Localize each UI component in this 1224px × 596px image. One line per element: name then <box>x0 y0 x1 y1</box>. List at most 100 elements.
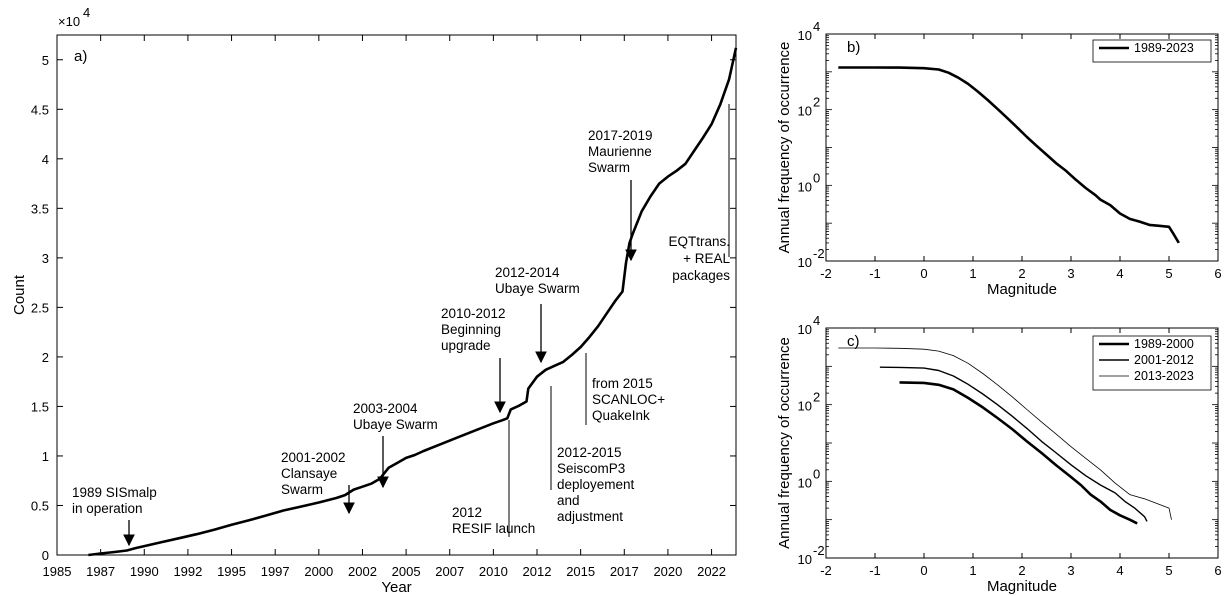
x-tick-label: 2002 <box>348 564 377 579</box>
y-axis-label: Annual frequency of occurrence <box>776 337 793 549</box>
y-tick-label: 3 <box>42 251 49 266</box>
annotation-text: SCANLOC+ <box>592 392 665 407</box>
y-tick-label-exponent: -2 <box>813 246 825 261</box>
legend-label: 1989-2000 <box>1134 337 1194 351</box>
panel-label: b) <box>847 39 860 56</box>
legend-label: 2001-2012 <box>1134 353 1194 367</box>
y-tick-label-base: 10 <box>798 28 812 43</box>
series-line-count <box>88 47 738 557</box>
exponent-power: 4 <box>83 5 90 20</box>
y-tick-label-exponent: 4 <box>813 313 820 328</box>
annotation-text: EQTtrans. <box>668 234 730 249</box>
x-tick-label: 3 <box>1067 563 1074 578</box>
x-tick-label: 1995 <box>217 564 246 579</box>
annotation: 2012-2015SeiscomP3deployementandadjustme… <box>550 386 635 524</box>
legend-label: 2013-2023 <box>1134 369 1194 383</box>
annotation-text: QuakeInk <box>592 408 650 423</box>
x-tick-label: 1 <box>969 563 976 578</box>
series-line <box>879 366 1148 522</box>
y-axis-label: Annual frequency of occurrence <box>776 42 793 254</box>
plot-frame <box>56 34 737 556</box>
legend-box <box>1092 39 1212 63</box>
x-tick-label: 4 <box>1116 563 1123 578</box>
x-tick-label: 1 <box>969 266 976 281</box>
annotation-text: deployement <box>557 477 635 492</box>
x-tick-label: 0 <box>920 266 927 281</box>
series-line <box>899 381 1138 525</box>
x-tick-label: 2015 <box>566 564 595 579</box>
exponent-label: ×10 <box>58 14 80 29</box>
annotation-text: Swarm <box>281 482 323 497</box>
series-line <box>838 347 1172 520</box>
y-tick-label-base: 10 <box>798 179 812 194</box>
y-tick-label-base: 10 <box>798 552 812 567</box>
x-tick-label: 2000 <box>304 564 333 579</box>
legend: 1989-2000 2001-2012 2013-2023 <box>1092 335 1212 391</box>
annotation-text: 2012-2015 <box>557 445 622 460</box>
y-tick-label: 0.5 <box>31 498 49 513</box>
annotation-text: 2017-2019 <box>588 128 653 143</box>
annotation-text: from 2015 <box>592 376 653 391</box>
x-tick-label: -2 <box>820 563 832 578</box>
x-tick-label: 1992 <box>173 564 202 579</box>
x-tick-label: 1987 <box>86 564 115 579</box>
x-tick-label: 5 <box>1165 266 1172 281</box>
y-tick-label-base: 10 <box>798 475 812 490</box>
annotation-text: Beginning <box>441 322 501 337</box>
x-tick-label: 2 <box>1018 266 1025 281</box>
x-tick-label: 2007 <box>435 564 464 579</box>
annotation: EQTtrans. + REAL packages <box>668 104 730 283</box>
x-tick-label: 1985 <box>43 564 72 579</box>
y-tick-label-base: 10 <box>798 322 812 337</box>
annotation-text: 2012-2014 <box>495 265 560 280</box>
annotation-text: Swarm <box>588 160 630 175</box>
x-tick-label: 2010 <box>479 564 508 579</box>
x-axis-label: Magnitude <box>987 281 1057 298</box>
series-line <box>838 66 1180 244</box>
panel-label: c) <box>847 333 860 350</box>
annotation-text: Clansaye <box>281 466 337 481</box>
y-tick-label-exponent: 0 <box>813 170 820 185</box>
x-axis-label: Year <box>381 579 411 596</box>
y-tick-label: 2.5 <box>31 300 49 315</box>
x-tick-label: 0 <box>920 563 927 578</box>
x-tick-label: 5 <box>1165 563 1172 578</box>
x-tick-label: 4 <box>1116 266 1123 281</box>
annotation-text: adjustment <box>557 509 623 524</box>
annotation-text: Ubaye Swarm <box>495 281 580 296</box>
y-tick-label: 3.5 <box>31 201 49 216</box>
x-tick-label: -1 <box>869 266 881 281</box>
y-tick-label-exponent: 2 <box>813 95 820 110</box>
y-tick-label-exponent: 2 <box>813 390 820 405</box>
y-tick-label: 2 <box>42 350 49 365</box>
legend: 1989-2023 <box>1092 39 1212 63</box>
panel-a: 1985 1987 1990 1992 1995 1997 2000 2002 2005 2007… <box>11 5 738 596</box>
x-tick-label: 2020 <box>653 564 682 579</box>
annotation-text: + REAL <box>683 251 730 266</box>
x-tick-label: 6 <box>1214 266 1221 281</box>
x-tick-label: -2 <box>820 266 832 281</box>
annotation-text: 2012 <box>452 505 482 520</box>
annotation-text: 2001-2002 <box>281 450 346 465</box>
annotation-text: 1989 SISmalp <box>72 485 157 500</box>
y-tick-label-base: 10 <box>798 104 812 119</box>
y-tick-label: 0 <box>42 548 49 563</box>
y-tick-label-base: 10 <box>798 255 812 270</box>
x-tick-label: 2005 <box>392 564 421 579</box>
annotation-text: in operation <box>72 501 143 516</box>
annotation-text: upgrade <box>441 338 491 353</box>
panel-c: -2 -1 0 1 2 3 4 5 610-2100102104MagnitudeAnnual … <box>776 313 1222 595</box>
x-tick-label: 2 <box>1018 563 1025 578</box>
y-tick-label-base: 10 <box>798 399 812 414</box>
panel-b: -2 -1 0 1 2 3 4 5 610-2100102104MagnitudeAnnual … <box>776 19 1222 298</box>
y-tick-label-exponent: 4 <box>813 19 820 34</box>
annotation-text: and <box>557 493 580 508</box>
